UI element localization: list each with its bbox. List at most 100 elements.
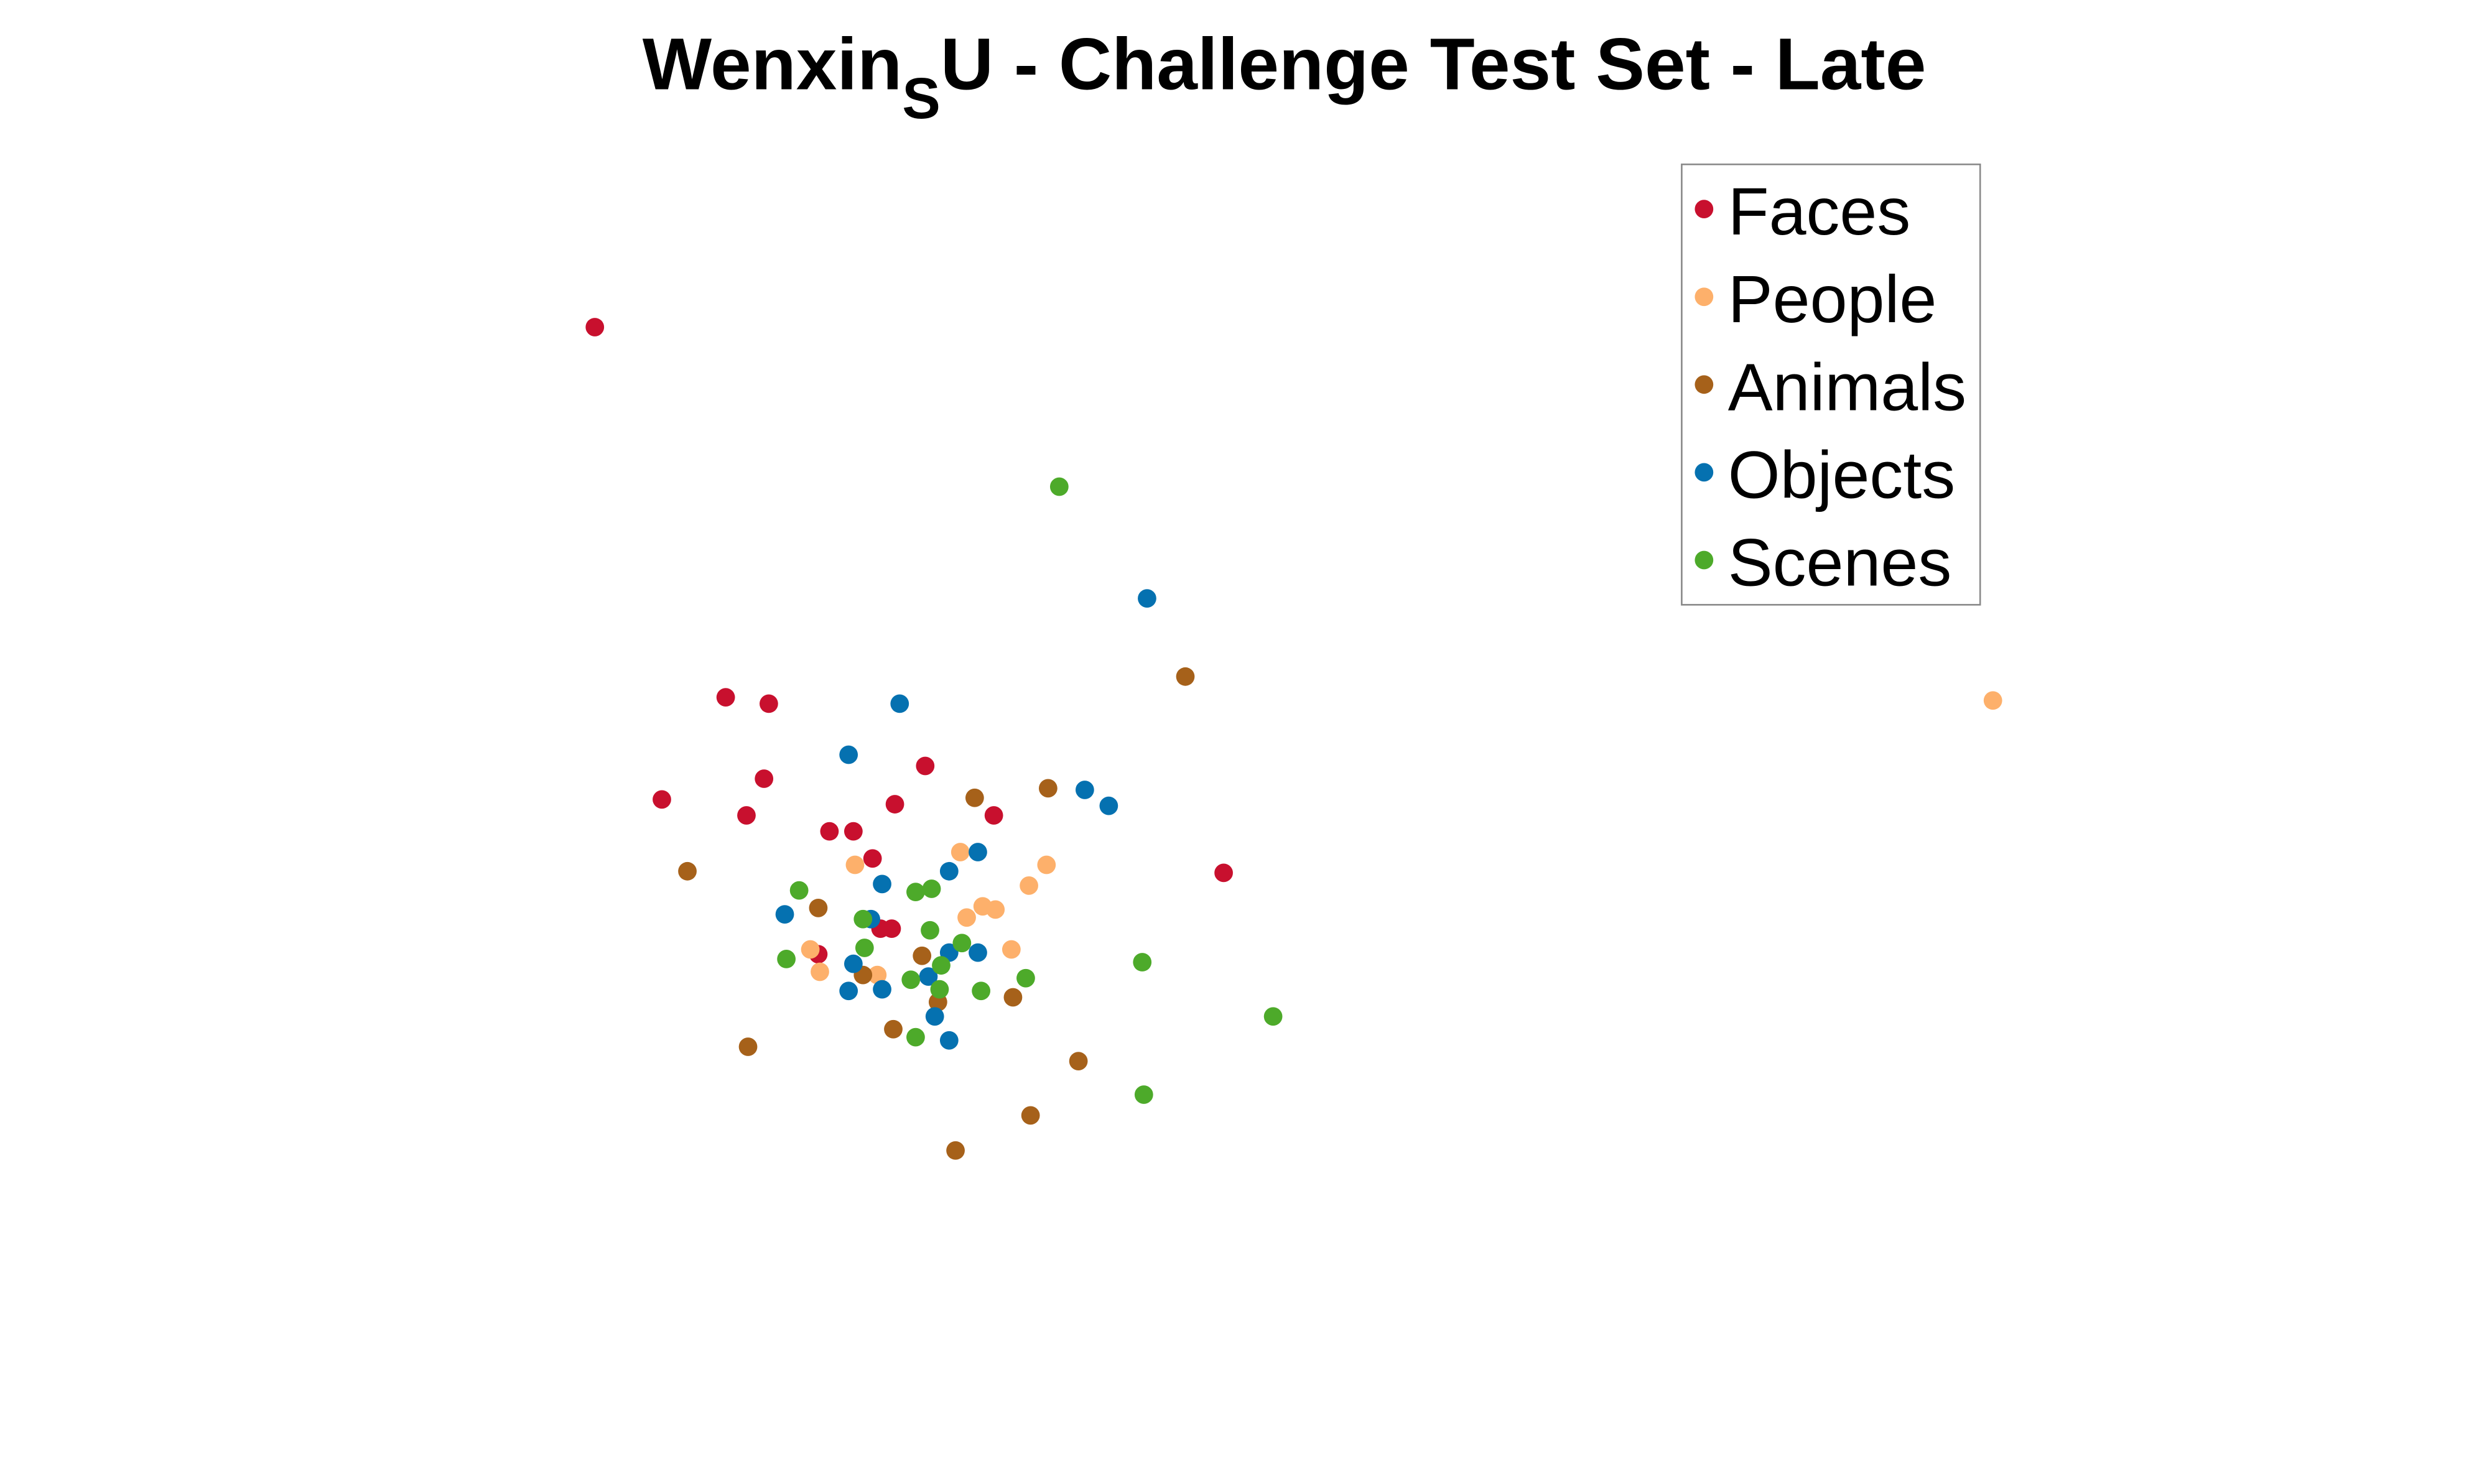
animals-point-13 (1021, 1106, 1040, 1125)
scenes-point-11 (1133, 953, 1152, 972)
objects-point-4 (1075, 781, 1094, 799)
faces-point-12 (863, 849, 882, 868)
legend-marker-objects (1695, 463, 1714, 482)
scenes-point-16 (1263, 1007, 1283, 1026)
objects-point-13 (844, 954, 863, 973)
people-point-9 (801, 940, 820, 959)
faces-point-1 (585, 318, 605, 336)
objects-point-17 (925, 1007, 944, 1026)
legend-label-scenes: Scenes (1728, 525, 1951, 600)
animals-point-2 (1038, 779, 1058, 798)
scenes-point-14 (930, 980, 949, 999)
people-point-7 (986, 900, 1005, 919)
scenes-point-18 (1134, 1085, 1153, 1104)
faces-point-8 (885, 795, 904, 814)
animals-point-1 (1176, 667, 1195, 686)
animals-point-10 (884, 1019, 903, 1039)
legend-label-people: People (1728, 261, 1937, 336)
series-animals (678, 667, 1195, 1160)
chart-title: WenxinSU - Challenge Test Set - Late (643, 24, 1927, 131)
faces-point-10 (820, 822, 839, 841)
faces-point-4 (755, 769, 774, 788)
faces-point-5 (653, 790, 671, 809)
objects-point-15 (839, 981, 858, 1001)
legend-item-faces: Faces (1695, 174, 1910, 249)
objects-point-1 (1138, 589, 1156, 608)
legend: Faces People Animals Objects Scenes (1681, 163, 1981, 606)
objects-point-16 (873, 980, 891, 999)
animals-point-3 (965, 788, 984, 807)
title-rest: U - Challenge Test Set - Late (941, 24, 1927, 106)
objects-point-9 (775, 905, 794, 924)
scenes-point-3 (906, 883, 925, 902)
scenes-point-2 (789, 881, 809, 900)
series-people (801, 691, 2002, 985)
animals-point-4 (678, 861, 697, 881)
faces-point-7 (916, 756, 935, 776)
series-scenes (777, 477, 1283, 1104)
people-point-1 (1983, 691, 2002, 710)
faces-point-6 (737, 806, 756, 825)
scenes-point-8 (855, 939, 874, 957)
faces-point-3 (760, 694, 778, 713)
legend-marker-people (1695, 287, 1714, 307)
animals-point-5 (809, 898, 828, 917)
legend-label-objects: Objects (1728, 437, 1955, 512)
legend-marker-scenes (1695, 550, 1714, 570)
legend-item-objects: Objects (1695, 437, 1955, 512)
people-point-12 (868, 965, 887, 985)
legend-item-people: People (1695, 261, 1936, 336)
animals-point-9 (1003, 988, 1023, 1007)
faces-point-2 (716, 688, 735, 707)
title-subscript: S (902, 66, 941, 131)
scenes-point-4 (922, 879, 941, 898)
animals-point-14 (946, 1141, 965, 1160)
faces-point-11 (844, 822, 863, 841)
objects-point-2 (890, 694, 909, 713)
legend-box (1681, 163, 1981, 606)
series-objects (775, 589, 1156, 1050)
legend-label-faces: Faces (1728, 174, 1910, 249)
faces-point-13 (1214, 863, 1233, 883)
animals-point-11 (738, 1037, 758, 1056)
objects-point-7 (939, 861, 959, 881)
people-point-5 (1020, 876, 1038, 895)
legend-item-animals: Animals (1695, 349, 1966, 424)
people-point-4 (1037, 855, 1056, 874)
objects-point-18 (939, 1031, 959, 1050)
scenes-point-15 (972, 981, 990, 1001)
objects-point-12 (969, 943, 987, 962)
title-main: Wenxin (643, 24, 902, 106)
scenes-point-6 (921, 921, 939, 940)
objects-point-6 (969, 843, 987, 861)
legend-label-animals: Animals (1728, 349, 1966, 424)
svg-text:WenxinSU - Challenge Test Set: WenxinSU - Challenge Test Set - Late (643, 24, 1927, 131)
scenes-point-13 (1016, 968, 1035, 988)
scenes-point-9 (777, 950, 796, 968)
objects-point-8 (873, 874, 891, 894)
people-point-8 (957, 908, 976, 927)
people-point-3 (845, 855, 865, 874)
people-point-2 (951, 843, 970, 861)
scenes-point-7 (952, 934, 972, 953)
objects-point-3 (839, 745, 858, 764)
scenes-point-12 (901, 970, 921, 990)
faces-point-9 (984, 806, 1003, 825)
people-point-10 (1002, 940, 1021, 959)
plot-area (585, 318, 2002, 1160)
legend-item-scenes: Scenes (1695, 525, 1951, 600)
legend-marker-faces (1695, 200, 1714, 218)
series-faces (585, 318, 1233, 964)
scenes-point-17 (906, 1027, 925, 1047)
scenes-point-10 (932, 956, 951, 975)
people-point-11 (811, 962, 829, 981)
objects-point-14 (919, 967, 938, 986)
scenes-point-5 (853, 909, 873, 929)
scenes-point-1 (1049, 477, 1069, 496)
animals-point-12 (1069, 1052, 1088, 1070)
animals-point-6 (913, 946, 932, 965)
faces-point-15 (882, 919, 901, 939)
objects-point-5 (1099, 796, 1118, 815)
legend-marker-animals (1695, 375, 1714, 394)
